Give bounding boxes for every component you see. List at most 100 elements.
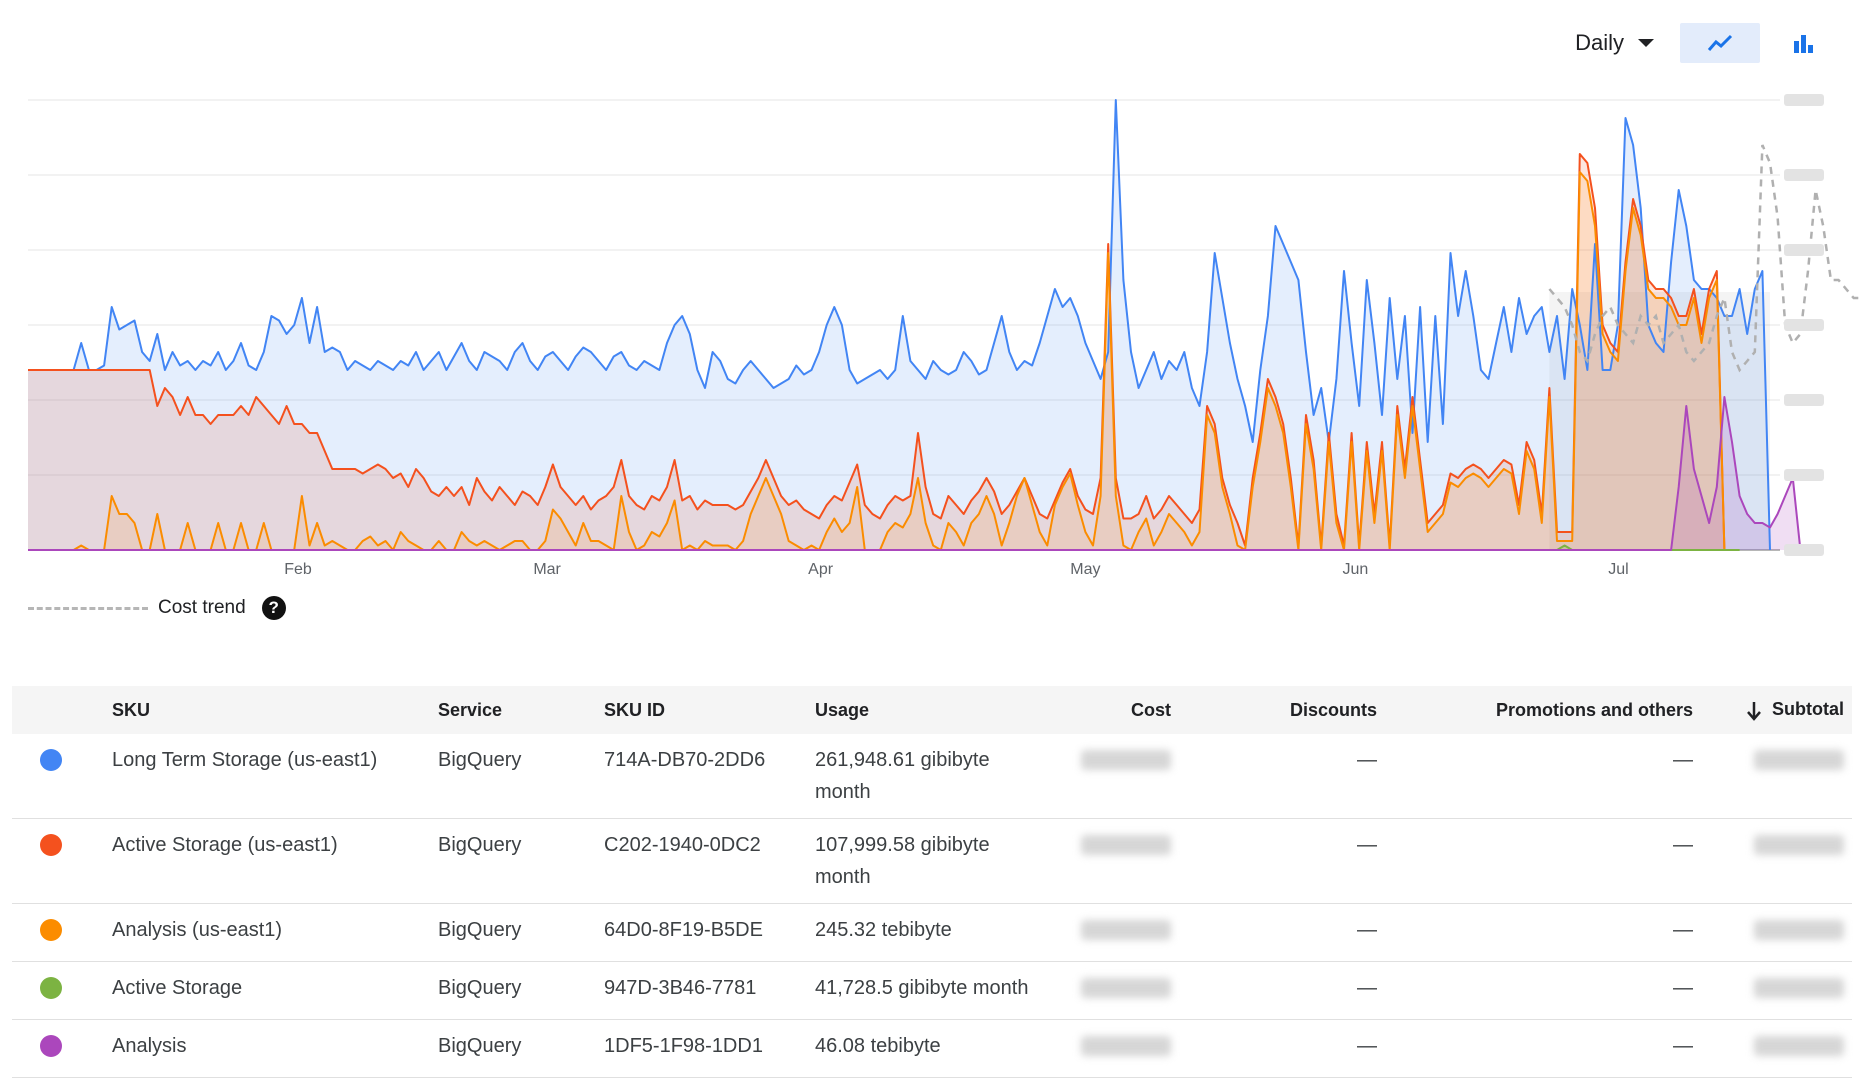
table-row[interactable]: Active Storage BigQuery 947D-3B46-7781 4… [12,961,1852,1020]
discounts-cell: — [1179,818,1385,904]
cost-trend-line [1548,144,1860,373]
sku-id-cell: 64D0-8F19-B5DE [596,903,807,962]
chart-toolbar: Daily [1565,22,1832,64]
promotions-cell: — [1385,734,1701,819]
redacted-value [1754,978,1844,998]
bar-chart-view-button[interactable] [1776,23,1832,63]
redacted-value [1081,750,1171,770]
sku-table: SKU Service SKU ID Usage Cost Discounts … [12,686,1852,1078]
granularity-label: Daily [1575,30,1624,55]
discounts-column-header[interactable]: Discounts [1289,699,1377,720]
y-tick-label-redacted [1784,394,1824,406]
sku-cell: Long Term Storage (us-east1) [104,734,430,819]
x-tick-label: Jun [1343,561,1369,578]
service-cell: BigQuery [430,961,596,1020]
discounts-cell: — [1179,734,1385,819]
y-tick-label-redacted [1784,319,1824,331]
color-column-header [12,686,104,734]
sku-cell: Analysis (us-east1) [104,903,430,962]
cost-cell [1043,961,1179,1020]
redacted-value [1754,1036,1844,1056]
cost-cell [1043,818,1179,904]
usage-cell: 107,999.58 gibibyte month [807,818,1043,904]
series-line-active-storage-us-east1 [28,153,1726,551]
service-cell: BigQuery [430,818,596,904]
redacted-value [1754,835,1844,855]
help-icon[interactable]: ? [261,596,286,620]
series-color-dot [40,749,62,771]
table-row[interactable]: Long Term Storage (us-east1) BigQuery 71… [12,734,1852,819]
sku-cell: Analysis [104,1019,430,1078]
usage-cell: 41,728.5 gibibyte month [807,961,1043,1020]
sort-descending-icon [1747,701,1761,721]
table-row[interactable]: Analysis (us-east1) BigQuery 64D0-8F19-B… [12,903,1852,962]
usage-cell: 261,948.61 gibibyte month [807,734,1043,819]
x-tick-label: Apr [808,561,834,578]
service-cell: BigQuery [430,1019,596,1078]
subtotal-cell [1701,903,1852,962]
cost-trend-label: Cost trend [158,597,246,618]
line-chart-icon [1707,34,1733,51]
series-color-cell [12,903,104,962]
chart-lines [28,99,1860,551]
subtotal-cell [1701,818,1852,904]
sku-column-header[interactable]: SKU [112,699,151,720]
series-area-long-term-storage-us-east1 [28,100,1770,550]
service-cell: BigQuery [430,734,596,819]
promotions-column-header[interactable]: Promotions and others [1495,699,1693,720]
y-axis [1784,94,1824,556]
discounts-cell: — [1179,1019,1385,1078]
usage-cell: 46.08 tebibyte [807,1019,1043,1078]
promotions-cell: — [1385,1019,1701,1078]
series-color-dot [40,834,62,856]
redacted-value [1081,920,1171,940]
recent-period-shade [1549,292,1770,550]
series-line-long-term-storage-us-east1 [28,99,1771,551]
y-tick-label-redacted [1784,469,1824,481]
usage-column-header[interactable]: Usage [815,699,870,720]
promotions-cell: — [1385,903,1701,962]
sku-cell: Active Storage [104,961,430,1020]
redacted-value [1754,750,1844,770]
cost-cell [1043,734,1179,819]
y-tick-label-redacted [1784,244,1824,256]
service-cell: BigQuery [430,903,596,962]
bar-chart-icon [1794,35,1813,53]
table-row[interactable]: Analysis BigQuery 1DF5-1F98-1DD1 46.08 t… [12,1019,1852,1078]
cost-trend-legend: Cost trend ? [28,596,286,620]
series-color-dot [40,977,62,999]
table-row[interactable]: Active Storage (us-east1) BigQuery C202-… [12,818,1852,904]
sku-id-cell: 947D-3B46-7781 [596,961,807,1020]
y-tick-label-redacted [1784,169,1824,181]
promotions-cell: — [1385,961,1701,1020]
series-color-dot [40,1035,62,1057]
service-column-header[interactable]: Service [438,699,503,720]
sku-id-cell: 1DF5-1F98-1DD1 [596,1019,807,1078]
cost-chart: Feb Mar Apr May Jun Jul [28,94,1860,578]
discounts-cell: — [1179,961,1385,1020]
sku-id-column-header[interactable]: SKU ID [604,699,666,720]
sku-cell: Active Storage (us-east1) [104,818,430,904]
redacted-value [1081,835,1171,855]
series-line-analysis [28,396,1802,551]
cost-cell [1043,1019,1179,1078]
dropdown-caret-icon [1638,39,1654,47]
series-color-cell [12,961,104,1020]
y-tick-label-redacted [1784,544,1824,556]
cost-cell [1043,903,1179,962]
series-color-cell [12,734,104,819]
redacted-value [1754,920,1844,940]
subtotal-column-header[interactable]: Subtotal [1701,686,1852,734]
cost-trend-swatch [28,606,148,610]
subtotal-cell [1701,961,1852,1020]
line-chart-view-button[interactable] [1680,23,1760,63]
cost-column-header[interactable]: Cost [1131,699,1171,720]
promotions-cell: — [1385,818,1701,904]
x-tick-label: Jul [1608,561,1628,578]
table-header-row: SKU Service SKU ID Usage Cost Discounts … [12,686,1852,734]
granularity-dropdown[interactable]: Daily [1565,30,1664,56]
x-tick-label: May [1070,561,1100,578]
discounts-cell: — [1179,903,1385,962]
x-axis: Feb Mar Apr May Jun Jul [284,561,1628,578]
sku-id-cell: 714A-DB70-2DD6 [596,734,807,819]
